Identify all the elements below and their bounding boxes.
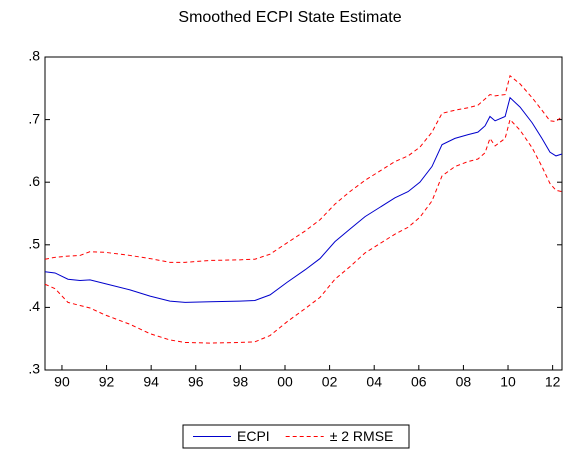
x-tick-label: 00 [277,374,293,390]
x-tick-label: 02 [322,374,338,390]
y-tick-label: .5 [28,236,40,252]
x-tick-label: 98 [233,374,249,390]
x-tick-label: 04 [366,374,382,390]
y-tick-label: .4 [28,298,40,314]
y-tick-label: .7 [28,110,40,126]
series-line [44,96,563,303]
x-tick-label: 12 [545,374,561,390]
x-tick-label: 96 [188,374,204,390]
series-line [44,118,563,344]
x-tick-label: 92 [99,374,115,390]
y-tick-label: .8 [28,48,40,64]
legend-label: ± 2 RMSE [330,428,394,444]
series-line [44,74,563,263]
x-tick-label: 10 [500,374,516,390]
chart-title: Smoothed ECPI State Estimate [178,9,401,26]
legend-label: ECPI [237,428,270,444]
x-tick-label: 94 [143,374,159,390]
x-tick-label: 06 [411,374,427,390]
x-tick-label: 08 [456,374,472,390]
y-tick-label: .3 [28,361,40,377]
x-tick-label: 90 [54,374,70,390]
y-tick-label: .6 [28,173,40,189]
plot-frame [44,56,563,371]
